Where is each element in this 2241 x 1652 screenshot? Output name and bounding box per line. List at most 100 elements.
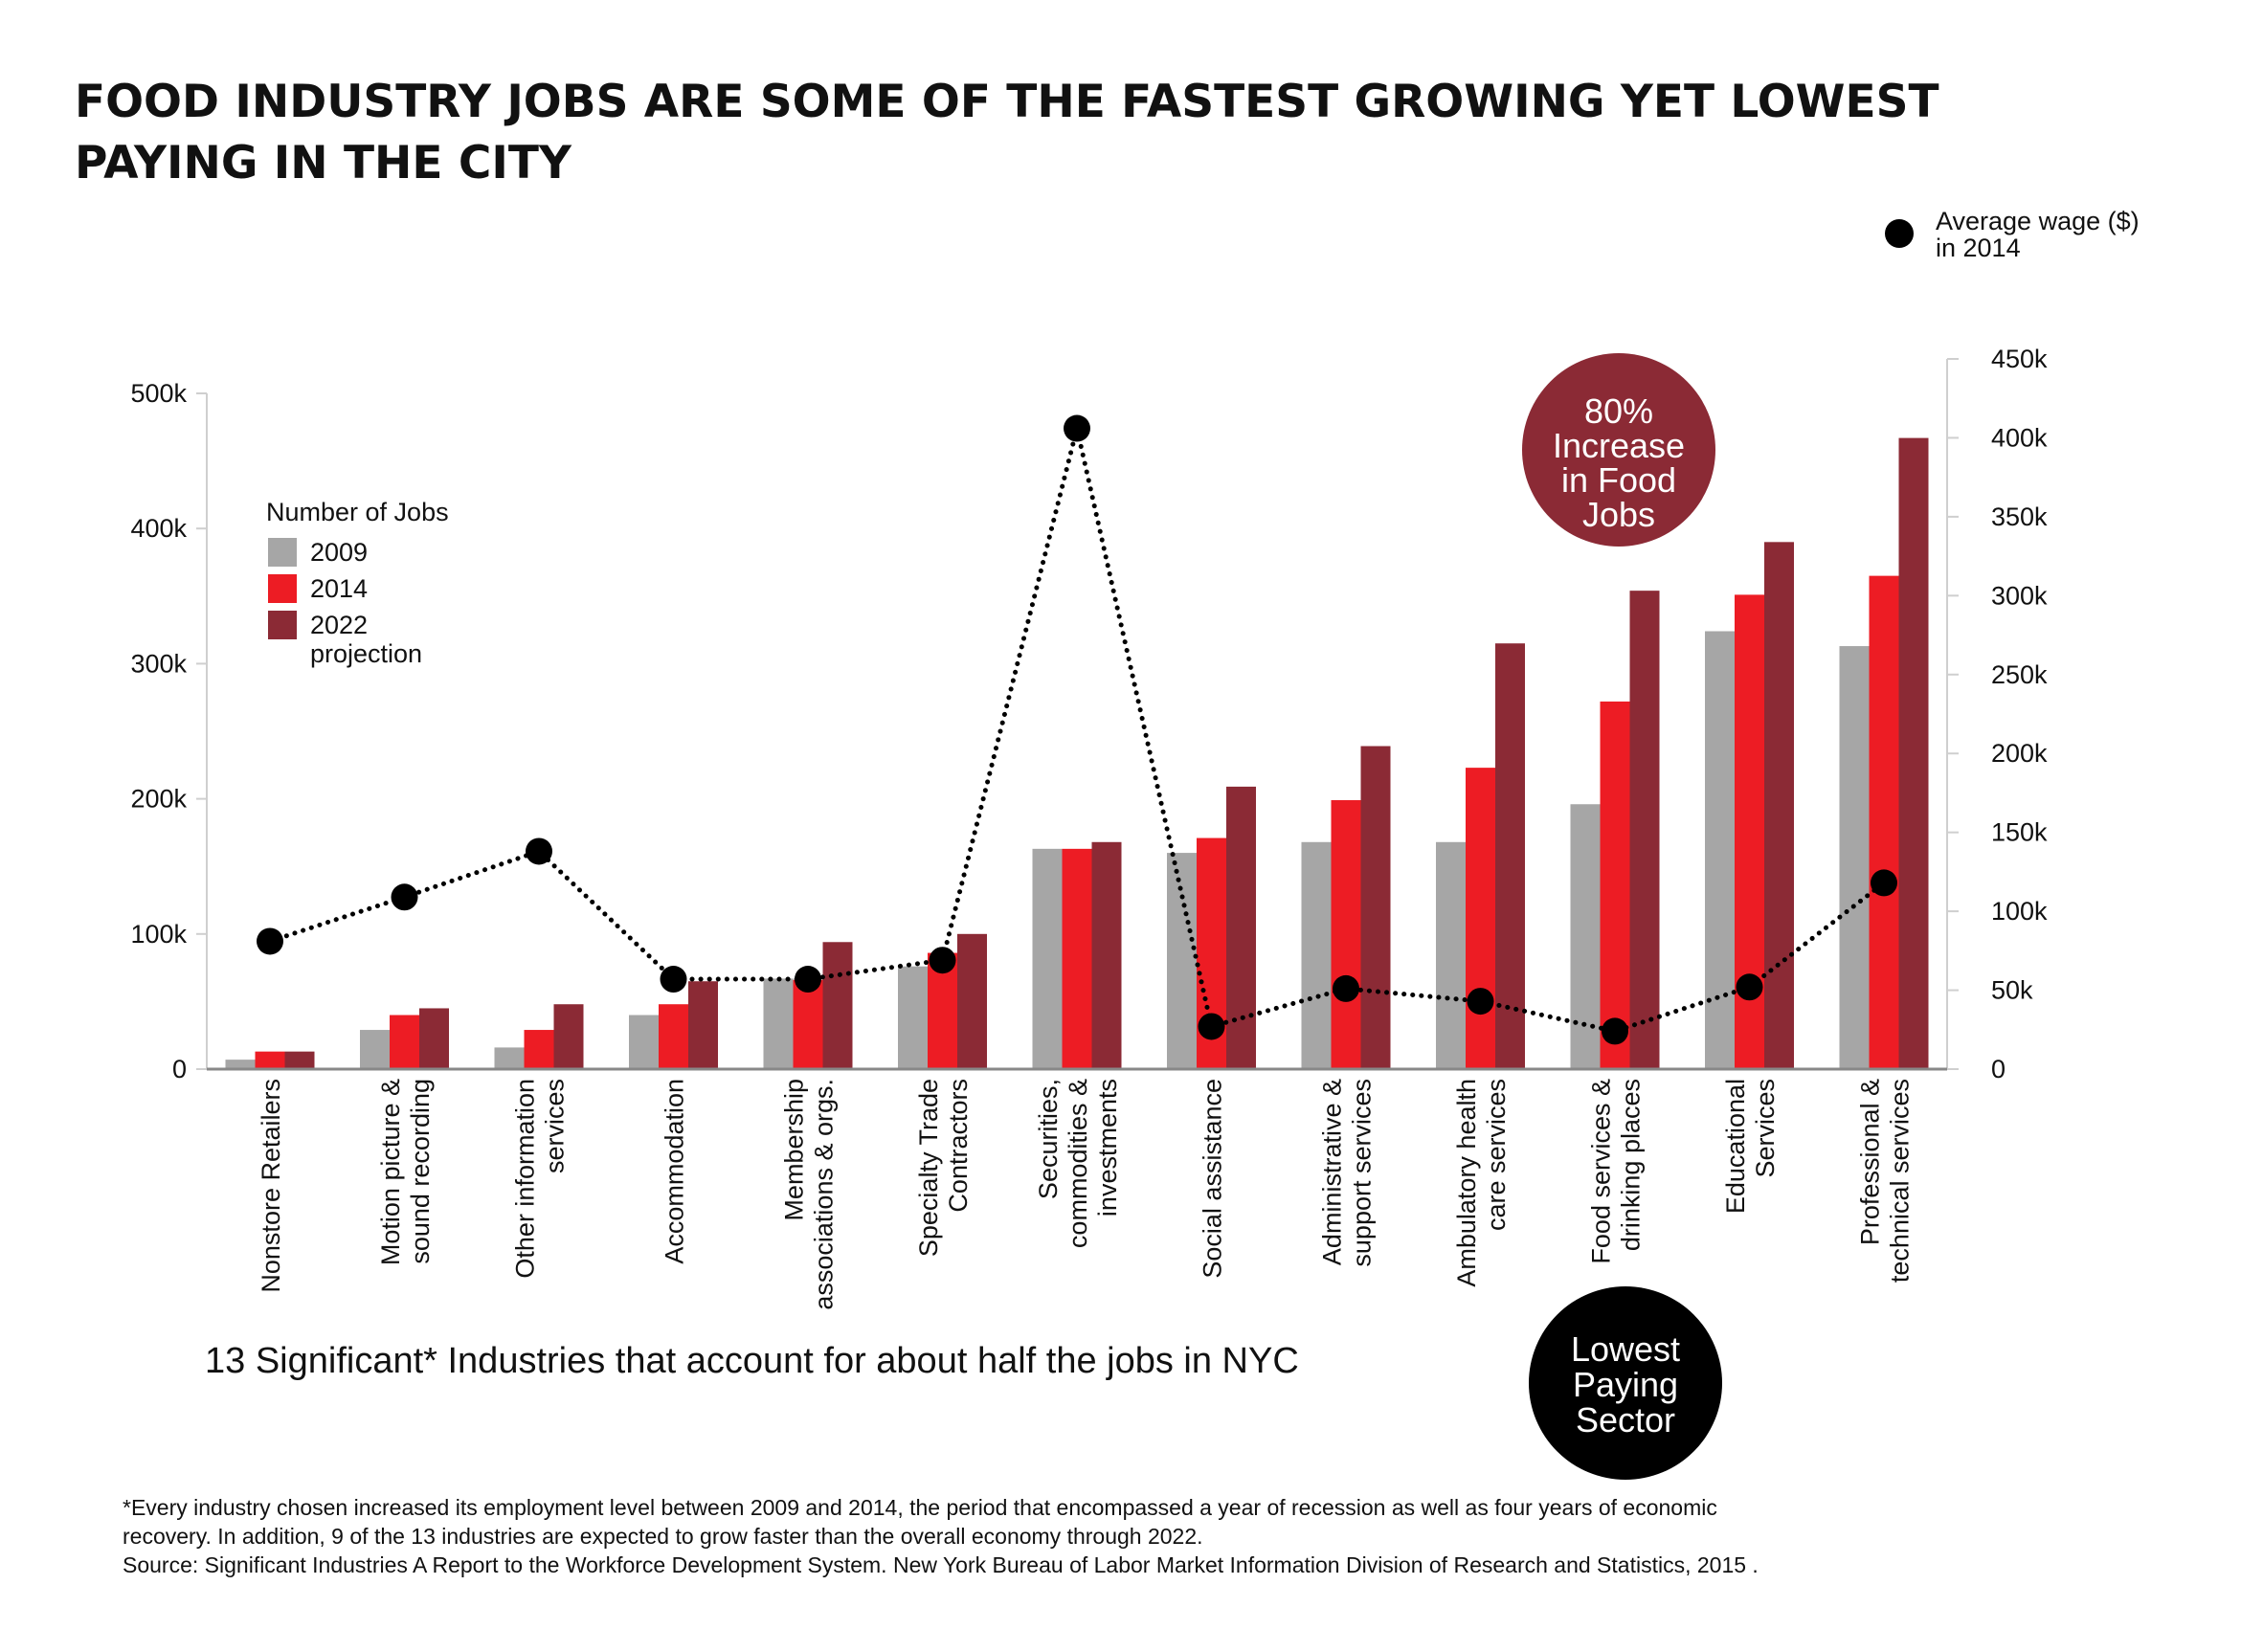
left-axis-tick-label: 300k (130, 649, 187, 678)
wage-legend-marker (1885, 219, 1914, 248)
jobs-legend: Number of Jobs 2009 2014 2022 projection (266, 498, 449, 668)
wage-point (1467, 988, 1494, 1016)
bar-2022 (1629, 591, 1660, 1069)
bar-2022 (1495, 643, 1525, 1069)
right-axis-tick-label: 200k (1991, 739, 2048, 768)
category-label-line: Professional & (1856, 1079, 1885, 1245)
right-axis-tick-label: 0 (1991, 1055, 2006, 1083)
wage-point (1333, 974, 1359, 1002)
lowest-callout-line-3: Sector (1576, 1400, 1675, 1440)
footnote-line-1: *Every industry chosen increased its emp… (123, 1495, 1717, 1520)
category-label-line: drinking places (1617, 1079, 1646, 1251)
category-label: Administrative & support services (1318, 1079, 1377, 1267)
bar-2022 (957, 933, 987, 1069)
bar-2022 (1091, 841, 1122, 1069)
bar-2014 (1466, 768, 1495, 1069)
bar-2009 (360, 1030, 390, 1069)
bar-2022 (553, 1004, 584, 1069)
legend-swatch-2009 (268, 538, 297, 567)
bar-2022 (1360, 746, 1391, 1069)
category-label-line: Other information (511, 1079, 540, 1279)
bar-2014 (255, 1051, 285, 1069)
right-axis-tick-label: 300k (1991, 581, 2048, 610)
bar-2009 (494, 1047, 525, 1069)
bar-2022 (1226, 786, 1256, 1069)
category-label: Securities, commodities & investments (1034, 1079, 1122, 1248)
bar-2022 (419, 1008, 449, 1069)
increase-callout-line-3: in Food (1561, 460, 1676, 500)
category-label-line: Administrative & (1318, 1079, 1347, 1265)
bar-2014 (1600, 701, 1630, 1069)
category-label: Educational Services (1721, 1079, 1780, 1214)
jobs-legend-title: Number of Jobs (266, 498, 449, 526)
wage-legend-line-2: in 2014 (1936, 234, 2021, 262)
category-label-line: Nonstore Retailers (257, 1079, 285, 1293)
right-axis-tick-label: 150k (1991, 818, 2048, 847)
right-axis-tick-label: 450k (1991, 345, 2048, 373)
category-label: Motion picture & sound recording (376, 1079, 435, 1265)
footnote-line-2: recovery. In addition, 9 of the 13 indus… (123, 1524, 1203, 1549)
lowest-callout-line-1: Lowest (1571, 1329, 1680, 1369)
increase-callout-line-1: 80% (1584, 391, 1653, 431)
increase-callout-line-2: Increase (1553, 426, 1685, 465)
left-axis-tick-label: 500k (130, 379, 187, 408)
lowest-callout-line-2: Paying (1573, 1365, 1678, 1404)
bar-2014 (793, 979, 823, 1069)
left-y-axis: 0 100k 200k 300k 400k 500k (130, 379, 208, 1083)
right-axis-tick-label: 400k (1991, 423, 2048, 452)
category-label: Nonstore Retailers (257, 1079, 285, 1293)
bar-2022 (1898, 437, 1929, 1069)
category-label-line: care services (1482, 1079, 1511, 1231)
wage-point (391, 883, 418, 911)
bar-2009 (1167, 853, 1197, 1069)
legend-label-2014: 2014 (310, 574, 368, 603)
bar-2009 (225, 1060, 256, 1069)
category-label-line: Educational (1721, 1079, 1750, 1214)
category-label-line: commodities & (1064, 1079, 1092, 1248)
bar-2009 (1301, 841, 1332, 1069)
wage-point (1198, 1013, 1225, 1040)
bar-2014 (1869, 575, 1899, 1069)
wage-point (795, 966, 821, 993)
category-label: Specialty Trade Contractors (914, 1079, 973, 1257)
wage-point (929, 947, 956, 974)
legend-swatch-2022 (268, 611, 297, 639)
bar-2022 (1764, 542, 1794, 1069)
increase-callout-circle (1522, 353, 1715, 547)
bar-2009 (1032, 848, 1063, 1069)
category-label-line: Social assistance (1199, 1079, 1227, 1279)
legend-label-2009: 2009 (310, 538, 368, 567)
bar-2009 (898, 966, 928, 1069)
category-label-line: technical services (1886, 1079, 1915, 1283)
category-label-line: Membership (780, 1079, 809, 1221)
bar-2009 (1839, 646, 1870, 1069)
bar-2009 (1570, 804, 1601, 1069)
bar-2014 (659, 1004, 688, 1069)
legend-swatch-2014 (268, 574, 297, 603)
category-label-line: associations & orgs. (810, 1079, 839, 1310)
wage-legend-line-1: Average wage ($) (1936, 207, 2140, 235)
wage-point (257, 927, 283, 955)
category-label: Accommodation (661, 1079, 689, 1264)
bar-2009 (1436, 841, 1466, 1069)
category-label-line: Accommodation (661, 1079, 689, 1264)
right-axis-tick-label: 50k (1991, 976, 2033, 1005)
wage-point (1736, 973, 1763, 1001)
category-label-line: sound recording (406, 1079, 435, 1264)
left-axis-tick-label: 400k (130, 514, 187, 543)
bar-2009 (1705, 631, 1735, 1069)
category-label-line: Ambulatory health (1452, 1079, 1481, 1287)
category-label: Professional & technical services (1856, 1079, 1915, 1283)
category-label-line: services (541, 1079, 570, 1173)
bar-2022 (822, 942, 853, 1069)
category-label: Ambulatory health care services (1452, 1079, 1511, 1287)
bar-series (225, 437, 1929, 1069)
wage-point (1602, 1017, 1628, 1045)
left-axis-tick-label: 100k (130, 920, 187, 949)
bar-2014 (1062, 848, 1092, 1069)
category-label: Membership associations & orgs. (780, 1079, 839, 1310)
category-label-line: support services (1348, 1079, 1377, 1267)
chart-subtitle: 13 Significant* Industries that account … (205, 1341, 1299, 1381)
category-label-line: Services (1751, 1079, 1780, 1178)
